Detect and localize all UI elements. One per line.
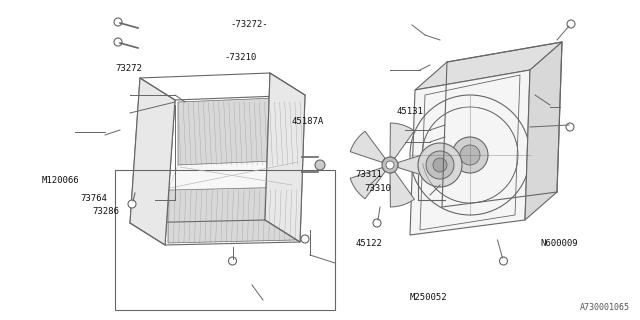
Text: 73286: 73286: [93, 207, 120, 216]
Polygon shape: [390, 172, 414, 207]
Text: 45187A: 45187A: [291, 117, 323, 126]
Circle shape: [228, 257, 237, 265]
Circle shape: [452, 137, 488, 173]
Text: 73272: 73272: [115, 64, 142, 73]
Text: N600009: N600009: [541, 239, 579, 248]
Circle shape: [114, 38, 122, 46]
Text: 45131: 45131: [397, 108, 424, 116]
Circle shape: [382, 157, 398, 173]
Text: 73764: 73764: [80, 194, 107, 203]
Circle shape: [128, 200, 136, 208]
Text: 73310: 73310: [365, 184, 392, 193]
Text: 45122: 45122: [355, 239, 382, 248]
Circle shape: [566, 123, 574, 131]
Text: 73311: 73311: [355, 170, 382, 179]
Polygon shape: [350, 131, 385, 163]
Bar: [115, 170, 335, 310]
Circle shape: [373, 219, 381, 227]
Circle shape: [460, 145, 480, 165]
Circle shape: [499, 257, 508, 265]
Polygon shape: [410, 70, 530, 235]
Text: -73272-: -73272-: [230, 20, 268, 29]
Polygon shape: [130, 78, 175, 245]
Circle shape: [315, 160, 325, 170]
Polygon shape: [350, 168, 385, 199]
Text: A730001065: A730001065: [580, 303, 630, 312]
Polygon shape: [178, 97, 300, 165]
Text: M120066: M120066: [42, 176, 79, 185]
Circle shape: [433, 158, 447, 172]
Polygon shape: [168, 187, 295, 243]
Circle shape: [301, 235, 309, 243]
Polygon shape: [397, 152, 432, 178]
Circle shape: [426, 151, 454, 179]
Polygon shape: [390, 123, 414, 158]
Circle shape: [418, 143, 462, 187]
Text: -73210: -73210: [224, 53, 256, 62]
Polygon shape: [525, 42, 562, 220]
Circle shape: [567, 20, 575, 28]
Circle shape: [386, 161, 394, 169]
Circle shape: [114, 18, 122, 26]
Polygon shape: [168, 160, 300, 190]
Polygon shape: [265, 73, 305, 242]
Text: M250052: M250052: [410, 293, 447, 302]
Polygon shape: [415, 42, 562, 90]
